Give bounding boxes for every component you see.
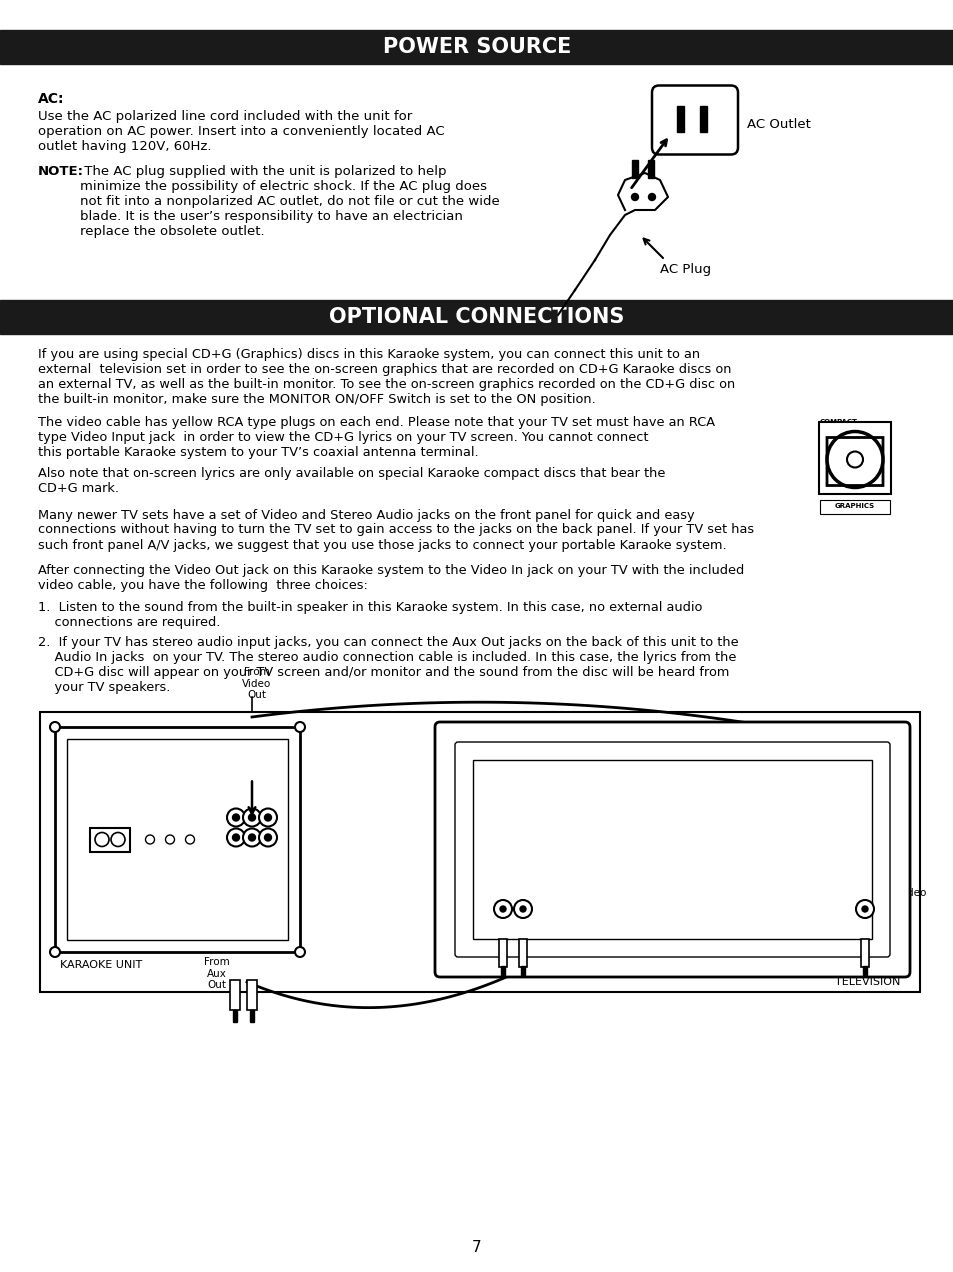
Circle shape	[50, 946, 60, 957]
Bar	[631, 160, 638, 178]
Circle shape	[95, 832, 109, 846]
Circle shape	[862, 906, 867, 912]
Bar	[230, 979, 240, 1010]
Text: Use the AC polarized line cord included with the unit for
operation on AC power.: Use the AC polarized line cord included …	[38, 109, 444, 153]
Bar	[250, 1010, 253, 1021]
Circle shape	[258, 809, 276, 827]
Text: From
Video
Out: From Video Out	[242, 667, 272, 700]
Circle shape	[855, 901, 873, 918]
Bar	[518, 939, 526, 967]
Bar	[862, 965, 866, 976]
FancyBboxPatch shape	[818, 421, 890, 494]
Circle shape	[648, 193, 655, 201]
Circle shape	[631, 193, 638, 201]
Circle shape	[846, 452, 862, 468]
Text: If you are using special CD+G (Graphics) discs in this Karaoke system, you can c: If you are using special CD+G (Graphics)…	[38, 349, 735, 406]
Bar	[700, 106, 706, 132]
Text: POWER SOURCE: POWER SOURCE	[382, 37, 571, 57]
Bar	[820, 500, 889, 514]
Text: TELEVISION: TELEVISION	[834, 977, 899, 987]
Text: The AC plug supplied with the unit is polarized to help
minimize the possibility: The AC plug supplied with the unit is po…	[80, 165, 499, 238]
Circle shape	[243, 828, 261, 846]
Text: Also note that on-screen lyrics are only available on special Karaoke compact di: Also note that on-screen lyrics are only…	[38, 468, 664, 496]
Text: OPTIONAL CONNECTIONS: OPTIONAL CONNECTIONS	[329, 307, 624, 327]
Text: From
Aux
Out: From Aux Out	[204, 957, 230, 990]
FancyBboxPatch shape	[651, 85, 738, 154]
Circle shape	[146, 834, 154, 845]
Bar	[473, 759, 871, 939]
Circle shape	[258, 828, 276, 846]
Circle shape	[294, 722, 305, 731]
Bar	[520, 965, 524, 976]
Bar	[861, 939, 868, 967]
Circle shape	[264, 814, 272, 820]
Circle shape	[227, 809, 245, 827]
Circle shape	[294, 946, 305, 957]
Circle shape	[165, 834, 174, 845]
Text: AC Plug: AC Plug	[659, 263, 710, 276]
Circle shape	[111, 832, 125, 846]
Text: To Video
In: To Video In	[882, 888, 925, 909]
Circle shape	[50, 722, 60, 731]
Circle shape	[514, 901, 532, 918]
Circle shape	[185, 834, 194, 845]
Bar	[0, 31, 953, 64]
Text: COMPACT: COMPACT	[820, 420, 857, 426]
FancyBboxPatch shape	[435, 722, 909, 977]
Circle shape	[243, 809, 261, 827]
Bar	[498, 939, 506, 967]
Text: 2.  If your TV has stereo audio input jacks, you can connect the Aux Out jacks o: 2. If your TV has stereo audio input jac…	[38, 636, 738, 695]
Circle shape	[233, 814, 239, 820]
Text: GRAPHICS: GRAPHICS	[834, 504, 874, 510]
Text: The video cable has yellow RCA type plugs on each end. Please note that your TV : The video cable has yellow RCA type plug…	[38, 416, 714, 459]
Text: KARAOKE UNIT: KARAOKE UNIT	[60, 960, 142, 971]
Bar	[677, 106, 683, 132]
Bar	[500, 965, 504, 976]
Bar	[67, 739, 288, 940]
Bar	[40, 712, 919, 992]
Text: DIGITAL AUDIO: DIGITAL AUDIO	[820, 490, 878, 496]
Bar	[0, 300, 953, 335]
Circle shape	[227, 828, 245, 846]
Circle shape	[248, 814, 255, 820]
Text: To
Audio In: To Audio In	[491, 862, 534, 884]
Circle shape	[248, 834, 255, 841]
Text: AC Outlet: AC Outlet	[746, 118, 810, 131]
Bar	[55, 728, 299, 951]
Text: 1.  Listen to the sound from the built-in speaker in this Karaoke system. In thi: 1. Listen to the sound from the built-in…	[38, 600, 701, 628]
Circle shape	[499, 906, 505, 912]
Bar	[647, 160, 654, 178]
Text: 7: 7	[472, 1240, 481, 1255]
FancyBboxPatch shape	[455, 742, 889, 957]
Circle shape	[494, 901, 512, 918]
Text: Many newer TV sets have a set of Video and Stereo Audio jacks on the front panel: Many newer TV sets have a set of Video a…	[38, 509, 753, 552]
Circle shape	[519, 906, 525, 912]
Text: After connecting the Video Out jack on this Karaoke system to the Video In jack : After connecting the Video Out jack on t…	[38, 563, 743, 591]
Bar	[247, 979, 256, 1010]
Text: NOTE:: NOTE:	[38, 165, 84, 178]
Circle shape	[233, 834, 239, 841]
Circle shape	[264, 834, 272, 841]
Bar	[90, 828, 130, 851]
Text: AC:: AC:	[38, 92, 65, 106]
Bar	[233, 1010, 236, 1021]
